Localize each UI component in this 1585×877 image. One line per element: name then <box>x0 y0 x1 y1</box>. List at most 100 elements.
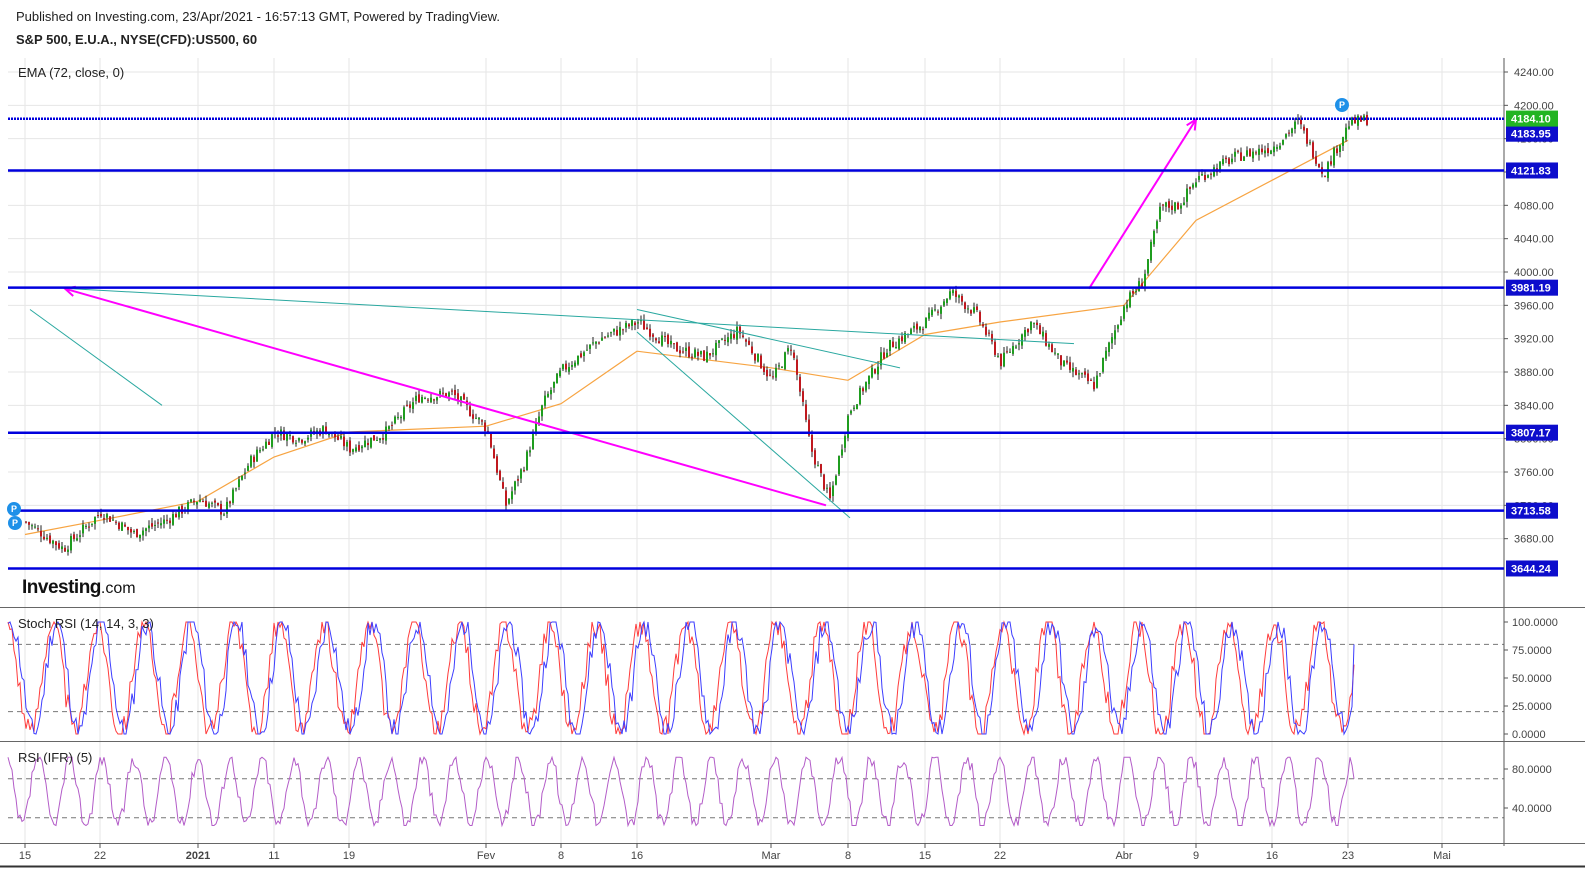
candle-up <box>259 450 261 452</box>
y-tick-label: 3840.00 <box>1514 400 1554 412</box>
candle-down <box>49 535 51 543</box>
candle-down <box>136 529 138 538</box>
candle-up <box>1108 342 1110 352</box>
candle-down <box>709 353 711 356</box>
x-tick-label: 22 <box>94 850 106 862</box>
candle-up <box>508 498 510 504</box>
candle-down <box>151 523 153 527</box>
candle-down <box>268 441 270 445</box>
candle-up <box>139 534 141 539</box>
x-tick-label: 16 <box>1266 850 1278 862</box>
y-tick-label: 4040.00 <box>1514 234 1554 246</box>
p-marker-icon[interactable] <box>1335 98 1349 112</box>
candle-down <box>655 338 657 341</box>
x-tick-label: 8 <box>845 850 851 862</box>
candle-down <box>616 329 618 336</box>
candle-up <box>1072 367 1074 372</box>
candle-up <box>544 395 546 406</box>
level-tag <box>1506 162 1558 179</box>
candle-up <box>142 530 144 536</box>
candle-up <box>1207 175 1209 178</box>
ema-line <box>24 139 1349 536</box>
candle-up <box>997 355 999 357</box>
candle-down <box>1066 360 1068 363</box>
x-tick-label: 2021 <box>186 850 210 862</box>
candle-down <box>490 434 492 448</box>
candle-up <box>835 475 837 485</box>
candle-up <box>1117 325 1119 329</box>
x-tick-label: 8 <box>558 850 564 862</box>
x-tick-label: Mar <box>762 850 781 862</box>
level-tag-label: 3807.17 <box>1511 428 1551 440</box>
p-marker-icon[interactable] <box>8 516 22 530</box>
candle-up <box>880 352 882 366</box>
candle-up <box>529 450 531 453</box>
candle-up <box>271 434 273 447</box>
candle-up <box>76 538 78 541</box>
candle-down <box>769 374 771 376</box>
candle-up <box>1042 331 1044 337</box>
candle-down <box>1306 128 1308 144</box>
candle-up <box>46 537 48 539</box>
logo-suffix: .com <box>101 580 136 597</box>
candle-up <box>949 291 951 299</box>
stoch-tick-label: 0.0000 <box>1512 729 1546 741</box>
candle-up <box>430 397 432 403</box>
candle-down <box>427 399 429 401</box>
candle-down <box>325 426 327 435</box>
candle-up <box>784 352 786 369</box>
candle-up <box>538 416 540 425</box>
candle-up <box>79 535 81 537</box>
candle-down <box>358 445 360 451</box>
candle-down <box>823 474 825 490</box>
candle-down <box>454 389 456 396</box>
stoch-tick-label: 25.0000 <box>1512 701 1552 713</box>
candle-up <box>511 491 513 500</box>
candle-up <box>730 333 732 340</box>
candle-up <box>1024 330 1026 337</box>
candle-up <box>1243 156 1245 161</box>
candle-down <box>517 479 519 481</box>
published-note: Published on Investing.com, 23/Apr/2021 … <box>16 9 500 24</box>
candle-down <box>1249 149 1251 157</box>
candle-down <box>373 435 375 441</box>
candle-up <box>1102 357 1104 372</box>
y-tick-label: 3680.00 <box>1514 534 1554 546</box>
candle-up <box>1192 184 1194 188</box>
candle-down <box>679 350 681 354</box>
y-tick-label: 3760.00 <box>1514 467 1554 479</box>
candle-up <box>1048 344 1050 347</box>
candle-down <box>691 356 693 358</box>
candle-up <box>298 438 300 441</box>
x-tick-label: Mai <box>1433 850 1451 862</box>
candle-up <box>727 337 729 343</box>
investing-logo: Investing.com <box>22 577 136 598</box>
axes: 4240.004200.004160.004120.004080.004040.… <box>0 58 1585 868</box>
candle-down <box>109 516 111 522</box>
candle-up <box>199 499 201 502</box>
candle-up <box>1351 117 1353 125</box>
candle-down <box>301 439 303 443</box>
candle-up <box>661 335 663 346</box>
candle-down <box>883 352 885 359</box>
candle-up <box>322 426 324 435</box>
candle-up <box>1273 146 1275 153</box>
candle-down <box>1069 362 1071 370</box>
candle-down <box>103 518 105 520</box>
stoch-d-line <box>7 620 1355 736</box>
candle-down <box>805 404 807 420</box>
logo-main: Investing <box>22 577 101 598</box>
candle-down <box>169 520 171 524</box>
candle-down <box>979 311 981 323</box>
candle-up <box>262 449 264 451</box>
candle-down <box>739 326 741 334</box>
candle-down <box>1204 175 1206 180</box>
channel-line <box>636 331 851 519</box>
candle-up <box>520 469 522 479</box>
candle-up <box>121 522 123 531</box>
p-marker-icon[interactable] <box>7 502 21 516</box>
candle-up <box>781 367 783 369</box>
candle-up <box>1252 151 1254 159</box>
level-tag <box>1506 424 1558 441</box>
